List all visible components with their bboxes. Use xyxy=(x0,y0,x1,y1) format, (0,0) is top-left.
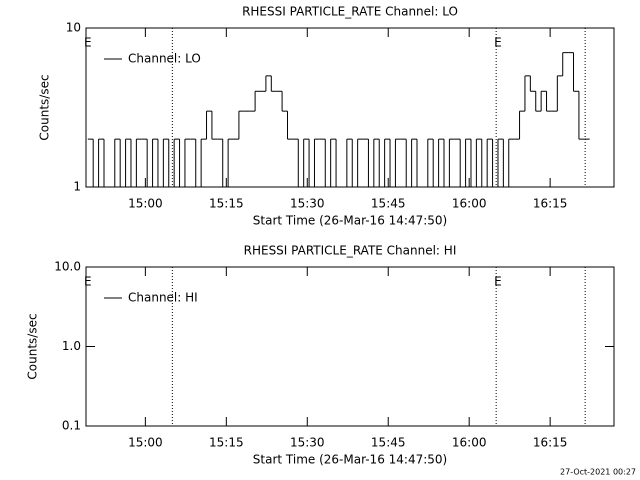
x-tick-label: 16:15 xyxy=(533,197,568,211)
y-tick-label: 10 xyxy=(66,21,81,35)
legend-label: Channel: HI xyxy=(128,291,198,305)
plot-frame xyxy=(85,27,615,188)
x-tick-label: 15:30 xyxy=(290,436,325,450)
y-axis-label: Counts/sec xyxy=(26,313,40,379)
annotation: E xyxy=(84,275,92,289)
y-tick-label: 1 xyxy=(73,180,81,194)
x-tick-label: 15:45 xyxy=(371,197,406,211)
x-tick-label: 15:30 xyxy=(290,197,325,211)
legend-label: Channel: LO xyxy=(128,52,201,66)
x-tick-label: 15:45 xyxy=(371,436,406,450)
y-tick-label: 1.0 xyxy=(62,339,81,353)
x-tick-label: 16:00 xyxy=(452,197,487,211)
annotation: E xyxy=(494,275,502,289)
annotation: E xyxy=(494,36,502,50)
x-tick-label: 15:15 xyxy=(209,197,244,211)
y-tick-label: 10.0 xyxy=(54,260,81,274)
chart-title: RHESSI PARTICLE_RATE Channel: LO xyxy=(242,5,458,19)
x-tick-label: 15:00 xyxy=(128,436,163,450)
x-tick-label: 16:00 xyxy=(452,436,487,450)
annotation: E xyxy=(84,36,92,50)
timestamp: 27-Oct-2021 00:27 xyxy=(560,468,636,477)
x-axis-label: Start Time (26-Mar-16 14:47:50) xyxy=(253,214,447,228)
y-axis-label: Counts/sec xyxy=(38,74,52,140)
chart-title: RHESSI PARTICLE_RATE Channel: HI xyxy=(244,244,457,258)
x-tick-label: 15:15 xyxy=(209,436,244,450)
x-tick-label: 16:15 xyxy=(533,436,568,450)
x-tick-label: 15:00 xyxy=(128,197,163,211)
y-tick-label: 0.1 xyxy=(62,419,81,433)
x-axis-label: Start Time (26-Mar-16 14:47:50) xyxy=(253,453,447,467)
